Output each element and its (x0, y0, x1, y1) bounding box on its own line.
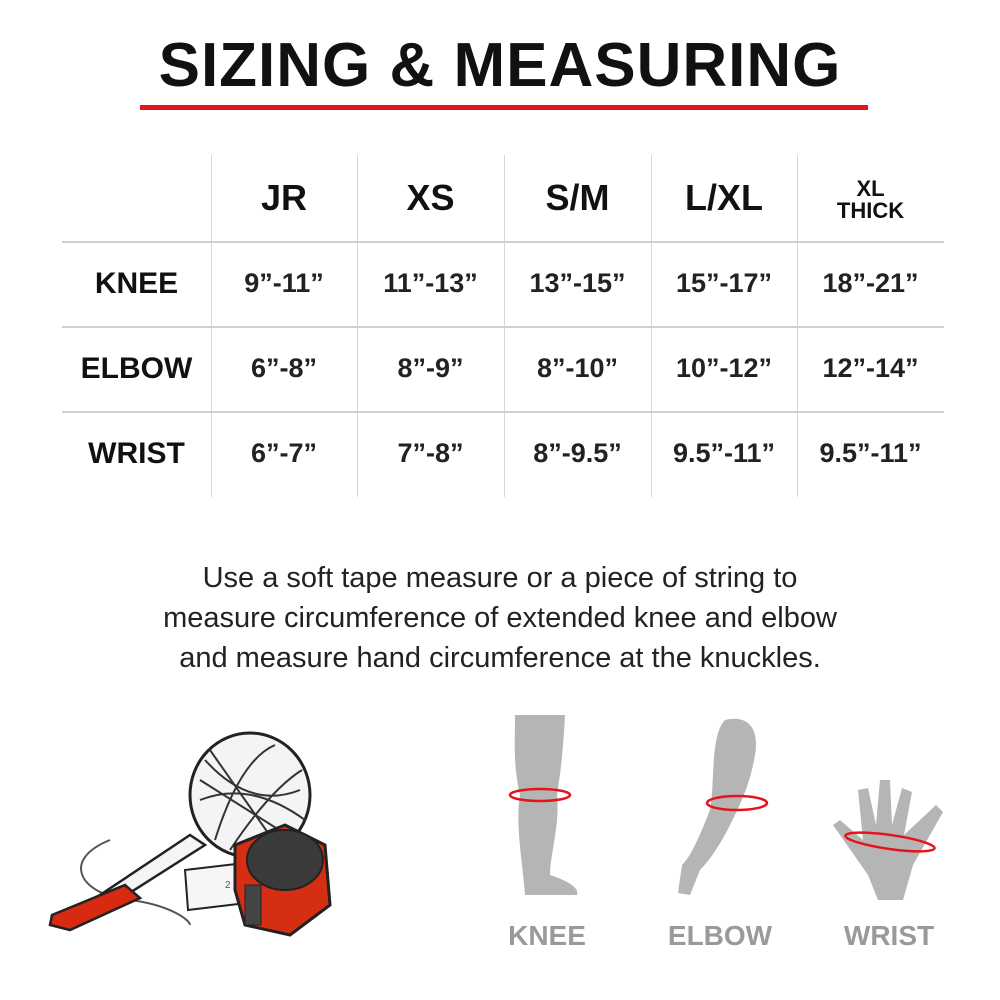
table-cell: 13”-15” (529, 268, 626, 298)
table-cell: 6”-8” (250, 353, 318, 383)
title-underline (140, 105, 868, 110)
measuring-tools-illustration: 2 3 4 (48, 731, 332, 937)
row-header-wrist: WRIST (88, 436, 185, 470)
column-header-xl-thick: XL THICK (797, 155, 944, 245)
tape-mark: 2 (225, 880, 231, 891)
column-header-jr: JR (260, 177, 308, 218)
page-title: SIZING & MEASURING (158, 31, 842, 100)
instruction-line: and measure hand circumference at the kn… (179, 642, 821, 674)
column-header-sm: S/M (545, 177, 610, 218)
column-header-lxl: L/XL (685, 177, 763, 218)
instruction-line: Use a soft tape measure or a piece of st… (202, 562, 798, 594)
divider (62, 326, 944, 328)
table-cell: 12”-14” (822, 353, 919, 383)
table-cell: 8”-9.5” (533, 438, 622, 468)
elbow-figure-icon (678, 718, 769, 895)
size-table: JR XS S/M L/XL XL THICK KNEE 9”-11” 11”-13… (62, 155, 944, 497)
table-cell: 9.5”-11” (672, 438, 776, 468)
column-header-xs: XS (406, 177, 455, 218)
table-cell: 10”-12” (675, 353, 773, 383)
tape-measure-icon: 2 3 4 (183, 823, 332, 937)
table-cell: 11”-13” (383, 268, 478, 298)
table-cell: 8”-10” (536, 353, 619, 383)
knee-figure-icon (508, 715, 578, 895)
table-cell: 6”-7” (250, 438, 318, 468)
column-header-line: THICK (836, 198, 905, 223)
elbow-label: ELBOW (667, 920, 773, 951)
wrist-figure-icon (833, 780, 943, 900)
marker-icon (48, 833, 208, 932)
column-header-line: XL (856, 176, 885, 201)
table-cell: 9.5”-11” (819, 438, 922, 468)
knee-label: KNEE (508, 920, 586, 951)
instruction-line: measure circumference of extended knee a… (163, 602, 837, 634)
row-header-elbow: ELBOW (80, 351, 193, 385)
wrist-label: WRIST (843, 920, 935, 951)
table-cell: 7”-8” (397, 438, 464, 468)
table-cell: 8”-9” (397, 353, 464, 383)
instructions: Use a soft tape measure or a piece of st… (0, 558, 1000, 678)
table-cell: 15”-17” (675, 268, 773, 298)
divider (62, 411, 944, 413)
table-cell: 9”-11” (244, 268, 324, 298)
row-header-knee: KNEE (94, 266, 179, 300)
table-cell: 18”-21” (822, 268, 919, 298)
divider (62, 241, 944, 243)
